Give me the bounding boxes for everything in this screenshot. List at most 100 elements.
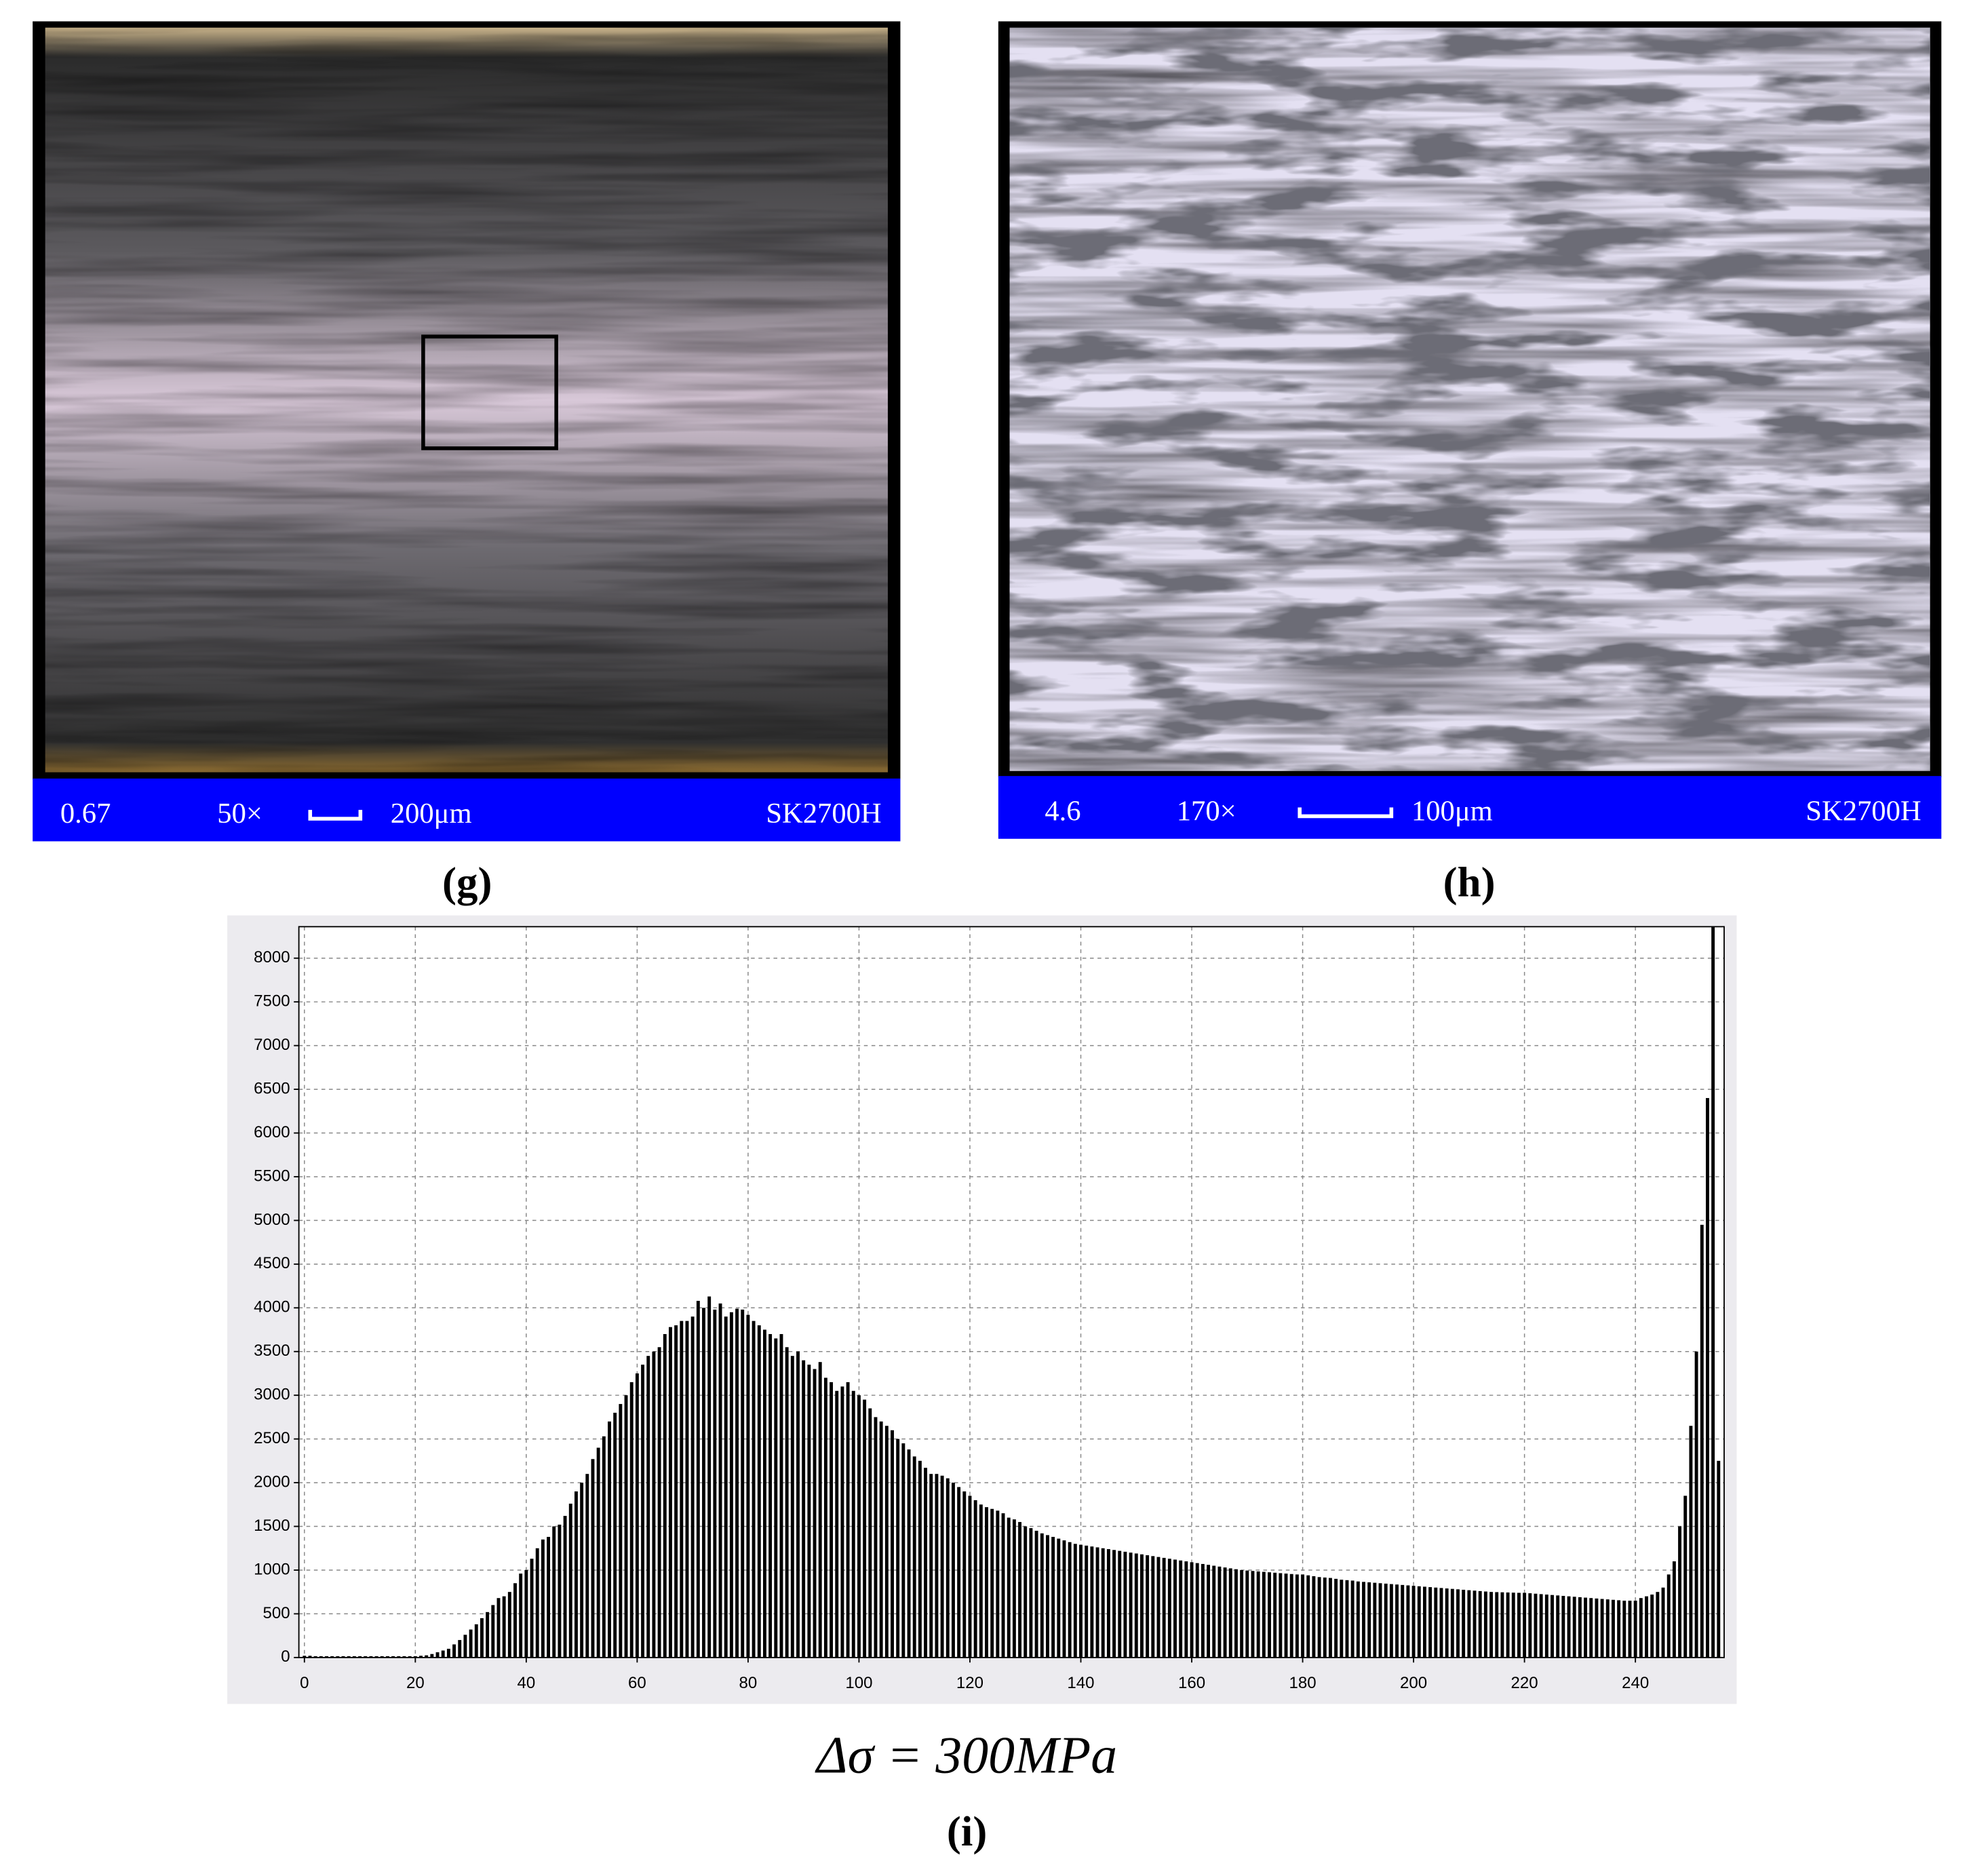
info-text: SK2700H <box>1806 795 1921 827</box>
bar <box>1207 1565 1211 1658</box>
bar <box>1201 1563 1205 1658</box>
x-tick-label: 20 <box>406 1674 425 1692</box>
bar <box>1345 1580 1349 1658</box>
bar <box>951 1483 955 1658</box>
bar <box>1445 1588 1449 1658</box>
bar <box>441 1650 445 1658</box>
bar <box>513 1583 517 1658</box>
bar <box>1656 1592 1660 1658</box>
bar <box>313 1656 317 1658</box>
bar <box>1284 1574 1288 1658</box>
bar <box>1551 1595 1554 1658</box>
scale-bar <box>308 810 363 821</box>
y-tick-label: 4500 <box>254 1254 290 1272</box>
bar <box>480 1618 484 1658</box>
bar <box>907 1449 911 1658</box>
bar <box>735 1308 739 1658</box>
bar <box>1666 1574 1671 1658</box>
bar <box>641 1365 645 1658</box>
bar <box>957 1487 961 1658</box>
bar <box>552 1526 556 1658</box>
bar <box>574 1491 578 1658</box>
y-tick-label: 2500 <box>254 1429 290 1447</box>
bar <box>341 1656 345 1658</box>
bar <box>1190 1562 1194 1658</box>
bar <box>912 1456 916 1658</box>
bar <box>1478 1590 1482 1658</box>
bar <box>474 1624 478 1658</box>
y-tick-label: 1500 <box>254 1517 290 1535</box>
y-tick-label: 4000 <box>254 1298 290 1316</box>
bar <box>1678 1526 1682 1658</box>
bar <box>657 1347 661 1658</box>
info-text: 100μm <box>1411 795 1493 827</box>
bar <box>1251 1571 1255 1658</box>
bar <box>491 1605 495 1658</box>
bar <box>1090 1546 1094 1658</box>
bar <box>1289 1574 1293 1658</box>
bar <box>1467 1590 1471 1658</box>
panel-label: (g) <box>442 859 492 906</box>
bar <box>1301 1574 1305 1658</box>
bar <box>446 1648 450 1658</box>
zoom-box <box>421 334 558 450</box>
bar <box>1334 1578 1338 1658</box>
bar <box>1356 1581 1360 1658</box>
bar <box>1367 1582 1371 1658</box>
info-text: 200μm <box>391 798 472 829</box>
bar <box>1639 1598 1643 1658</box>
bar <box>1095 1547 1099 1658</box>
info-text: 4.6 <box>1045 795 1080 827</box>
bar <box>768 1333 773 1658</box>
bar <box>463 1635 467 1658</box>
bar <box>1029 1528 1033 1658</box>
y-tick-label: 7000 <box>254 1036 290 1054</box>
bar <box>1628 1601 1632 1658</box>
bar <box>1018 1522 1022 1658</box>
bar <box>1217 1566 1222 1658</box>
bar <box>1212 1565 1216 1658</box>
bar <box>1062 1540 1066 1658</box>
bar <box>419 1656 423 1658</box>
bar <box>757 1325 761 1658</box>
x-tick-label: 80 <box>739 1674 758 1692</box>
bar <box>1595 1598 1599 1658</box>
bar <box>519 1574 523 1658</box>
bar <box>1134 1553 1138 1658</box>
y-tick-label: 500 <box>263 1604 290 1622</box>
x-tick-label: 100 <box>845 1674 872 1692</box>
bar <box>1306 1575 1310 1658</box>
bar <box>1534 1593 1538 1658</box>
y-tick-label: 6000 <box>254 1123 290 1141</box>
bar <box>674 1325 678 1658</box>
bar <box>763 1329 766 1658</box>
bar <box>1295 1574 1299 1658</box>
bar <box>1234 1569 1238 1658</box>
bar <box>1384 1583 1388 1658</box>
bar <box>863 1399 867 1658</box>
bar <box>624 1395 628 1658</box>
bar <box>752 1321 756 1658</box>
bar <box>1112 1550 1116 1658</box>
scale-bar <box>1298 807 1394 819</box>
bar <box>813 1369 817 1658</box>
bar <box>1584 1597 1588 1658</box>
bar <box>330 1656 334 1658</box>
bars <box>303 926 1721 1658</box>
bar <box>1411 1586 1416 1658</box>
bar <box>635 1373 639 1658</box>
plot-border <box>298 926 1725 1658</box>
bar <box>1323 1577 1327 1658</box>
bar <box>1544 1595 1548 1658</box>
x-tick-label: 240 <box>1622 1674 1649 1692</box>
bar <box>1428 1587 1432 1658</box>
bar <box>1556 1595 1560 1658</box>
bar <box>1605 1599 1610 1658</box>
bar <box>402 1656 406 1658</box>
bar <box>347 1656 351 1658</box>
bar <box>380 1656 384 1658</box>
bar <box>591 1459 595 1658</box>
bar <box>835 1390 839 1658</box>
bar <box>1146 1555 1150 1658</box>
bar <box>1051 1536 1055 1658</box>
